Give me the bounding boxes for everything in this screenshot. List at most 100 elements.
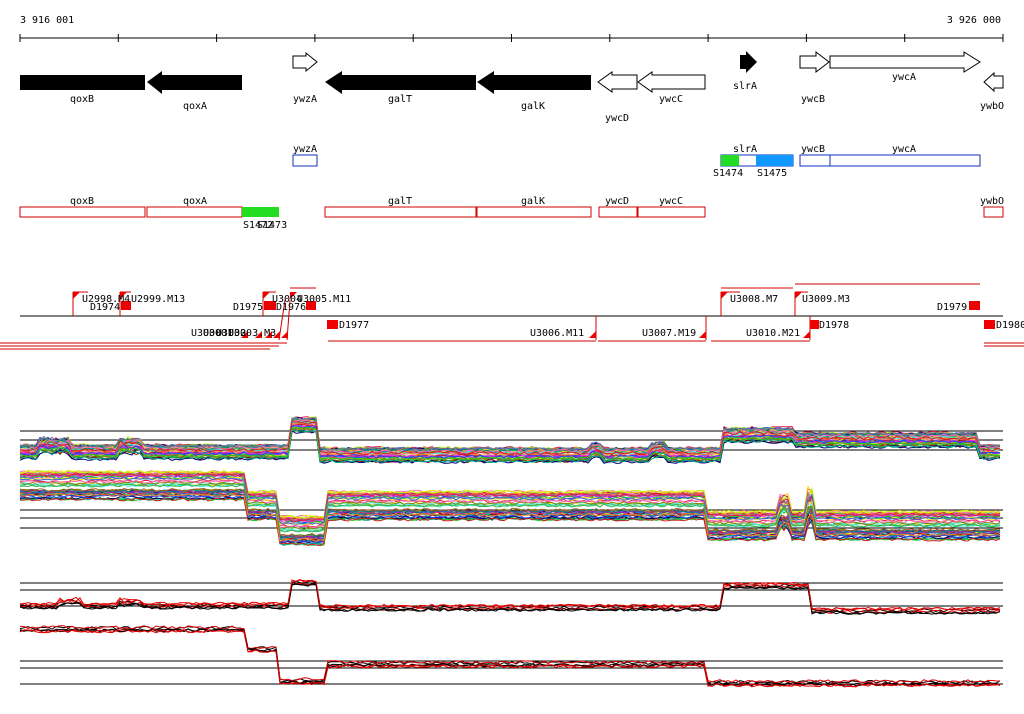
expression-trace bbox=[19, 578, 1001, 611]
forward-feature-ywcA[interactable] bbox=[829, 154, 981, 167]
annotation-label-D1974: D1974 bbox=[90, 302, 120, 313]
annotation-flag[interactable] bbox=[265, 331, 272, 338]
gene-arrow-ywzA[interactable] bbox=[292, 51, 318, 73]
reverse-marker-label-S1472: S1472 bbox=[243, 220, 273, 231]
reverse-feature-ywbO[interactable] bbox=[983, 206, 1004, 218]
gene-arrow-qoxB[interactable] bbox=[20, 75, 145, 90]
expression-panel-forward-tiling bbox=[19, 416, 1003, 464]
annotation-markers bbox=[73, 292, 995, 338]
annotation-label-D1979: D1979 bbox=[937, 302, 967, 313]
annotation-flag[interactable] bbox=[290, 292, 297, 299]
expression-trace bbox=[19, 476, 1000, 525]
annotation-flag[interactable] bbox=[120, 292, 127, 299]
reverse-feature-label-qoxB: qoxB bbox=[70, 196, 94, 207]
reverse-marker-S1472[interactable] bbox=[242, 207, 279, 217]
expression-trace bbox=[19, 426, 1001, 461]
reverse-feature-label-qoxA: qoxA bbox=[183, 196, 207, 207]
expression-trace bbox=[19, 494, 1001, 543]
gene-label-qoxA: qoxA bbox=[183, 101, 207, 112]
annotation-label-D1977: D1977 bbox=[339, 320, 369, 331]
expression-trace bbox=[19, 487, 1001, 537]
gene-track: qoxB qoxA ywzA galT galK ywcD ywcC slrA … bbox=[20, 50, 1004, 124]
annotation-label-D1976: D1976 bbox=[276, 302, 306, 313]
forward-feature-label-slrA: slrA bbox=[733, 144, 757, 155]
annotation-label-U3000: U3000 bbox=[191, 328, 221, 339]
reverse-marker-label-S1473: S1473 bbox=[257, 220, 287, 231]
gene-label-ywcA: ywcA bbox=[892, 72, 916, 83]
forward-marker-label-S1474: S1474 bbox=[713, 168, 743, 179]
expression-trace bbox=[19, 628, 1001, 687]
annotation-label-U3002: U3002 bbox=[216, 328, 246, 339]
reverse-feature-galT[interactable] bbox=[324, 206, 477, 218]
reverse-feature-ywcD[interactable] bbox=[598, 206, 638, 218]
annotation-block-D1977[interactable] bbox=[327, 320, 338, 329]
annotation-flag[interactable] bbox=[281, 331, 288, 338]
coordinate-ruler: 3 916 001 3 926 000 bbox=[19, 15, 1004, 42]
expression-trace bbox=[19, 625, 1001, 684]
reverse-feature-ywcC[interactable] bbox=[637, 206, 706, 218]
gene-arrow-galK[interactable] bbox=[477, 71, 591, 94]
gene-arrow-qoxA[interactable] bbox=[147, 71, 242, 94]
gene-arrow-ywcC[interactable] bbox=[637, 71, 706, 93]
forward-feature-label-ywcA: ywcA bbox=[892, 144, 916, 155]
annotation-flag[interactable] bbox=[263, 292, 270, 299]
expression-panel-reverse-tiling bbox=[19, 469, 1003, 547]
gene-arrow-slrA[interactable] bbox=[740, 51, 757, 73]
expression-trace bbox=[19, 482, 1001, 531]
gene-arrow-ywcD[interactable] bbox=[597, 71, 638, 93]
annotation-flag[interactable] bbox=[795, 292, 802, 299]
forward-feature-track: ywzA slrA ywcB ywcA S1474 S1475 bbox=[292, 144, 981, 179]
annotation-flag[interactable] bbox=[73, 292, 80, 299]
gene-arrow-ywbO[interactable] bbox=[983, 71, 1004, 93]
ruler-end-label: 3 926 000 bbox=[947, 15, 1001, 26]
expression-trace bbox=[19, 479, 1001, 529]
expression-trace bbox=[19, 417, 1001, 451]
annotation-block-D1978[interactable] bbox=[810, 320, 819, 329]
forward-marker-S1475[interactable] bbox=[756, 155, 793, 166]
forward-feature-ywcB[interactable] bbox=[799, 154, 831, 167]
annotation-block-D1980[interactable] bbox=[984, 320, 995, 329]
gene-arrow-ywcB[interactable] bbox=[799, 50, 830, 74]
expression-panel-reverse-summary bbox=[19, 625, 1003, 688]
annotation-flag[interactable] bbox=[255, 331, 262, 338]
gene-label-ywcC: ywcC bbox=[659, 94, 683, 105]
expression-trace bbox=[19, 629, 1001, 688]
annotation-flag[interactable] bbox=[273, 331, 280, 338]
reverse-feature-galK[interactable] bbox=[476, 206, 592, 218]
annotation-block-D1979[interactable] bbox=[969, 301, 980, 310]
annotation-label-U3010: U3010.M21 bbox=[746, 328, 800, 339]
gene-label-galK: galK bbox=[521, 101, 545, 112]
expression-trace bbox=[19, 429, 1001, 464]
reverse-feature-label-ywbO: ywbO bbox=[980, 196, 1004, 207]
expression-trace bbox=[19, 492, 1001, 543]
annotation-flag[interactable] bbox=[721, 292, 728, 299]
annotation-flag[interactable] bbox=[589, 331, 596, 338]
annotation-block-D1975[interactable] bbox=[264, 301, 276, 310]
gene-arrow-ywcA[interactable] bbox=[829, 51, 981, 73]
gene-label-slrA: slrA bbox=[733, 81, 757, 92]
annotation-label-U2998: U2998.M4 bbox=[82, 294, 130, 305]
forward-feature-label-ywzA: ywzA bbox=[293, 144, 317, 155]
expression-panel-forward-summary bbox=[19, 578, 1003, 615]
reverse-feature-qoxB[interactable] bbox=[19, 206, 146, 218]
annotation-label-U3003: U3003.M3 bbox=[228, 328, 276, 339]
annotation-flag[interactable] bbox=[803, 331, 810, 338]
ruler-start-label: 3 916 001 bbox=[20, 15, 74, 26]
expression-trace bbox=[19, 491, 1001, 540]
annotation-block-D1974[interactable] bbox=[121, 301, 131, 310]
forward-marker-S1474[interactable] bbox=[721, 155, 739, 166]
annotation-flag[interactable] bbox=[241, 331, 248, 338]
annotation-label-D1975: D1975 bbox=[233, 302, 263, 313]
gene-label-ywcD: ywcD bbox=[605, 113, 629, 124]
annotation-flag[interactable] bbox=[699, 331, 706, 338]
expression-trace bbox=[19, 583, 1001, 615]
expression-trace bbox=[19, 473, 1001, 523]
reverse-feature-label-galK: galK bbox=[521, 196, 545, 207]
reverse-feature-qoxA[interactable] bbox=[146, 206, 243, 218]
forward-feature-ywzA[interactable] bbox=[292, 154, 318, 167]
expression-trace bbox=[19, 481, 1001, 530]
annotation-block-D1976[interactable] bbox=[306, 301, 316, 310]
gene-arrow-galT[interactable] bbox=[325, 71, 476, 94]
expression-trace bbox=[19, 483, 1001, 533]
reverse-feature-label-ywcD: ywcD bbox=[605, 196, 629, 207]
